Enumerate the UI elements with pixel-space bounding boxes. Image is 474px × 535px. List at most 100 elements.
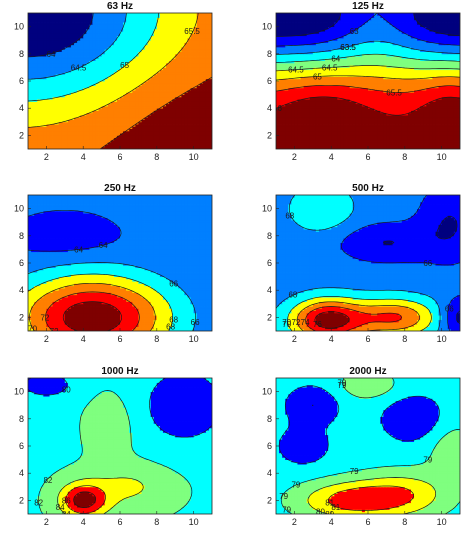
y-tick-label: 8 bbox=[267, 231, 272, 241]
contour-label: 68 bbox=[288, 291, 297, 300]
contour-label: 65 bbox=[120, 61, 129, 70]
y-tick-label: 10 bbox=[14, 22, 24, 32]
contour-label: 86 bbox=[62, 496, 71, 505]
chart-title: 63 Hz bbox=[107, 1, 133, 12]
chart-title: 125 Hz bbox=[352, 1, 384, 12]
contour-label: 68 bbox=[166, 323, 175, 332]
y-tick-label: 8 bbox=[267, 414, 272, 424]
contour-label: 80 bbox=[62, 385, 71, 394]
contour-label: 74 bbox=[301, 318, 310, 327]
contour-label: 64.5 bbox=[288, 66, 304, 75]
chart-title: 250 Hz bbox=[104, 183, 136, 194]
x-tick-label: 6 bbox=[365, 517, 370, 527]
y-tick-label: 2 bbox=[267, 312, 272, 322]
y-tick-label: 10 bbox=[262, 387, 272, 397]
contour-chart-svg: 63 Hz 64 64.5 65 65.5 2 4 6 8 10 2 4 6 8 10 bbox=[14, 1, 213, 162]
y-tick-label: 6 bbox=[267, 441, 272, 451]
chart-title: 500 Hz bbox=[352, 183, 384, 194]
contour-fill: 64 64.5 65 65.5 bbox=[28, 13, 212, 149]
y-tick-label: 4 bbox=[19, 468, 24, 478]
x-tick-label: 6 bbox=[117, 517, 122, 527]
contour-label: 65.5 bbox=[184, 27, 200, 36]
x-tick-label: 6 bbox=[365, 334, 370, 344]
contour-label: 81 bbox=[331, 503, 340, 512]
y-tick-label: 8 bbox=[19, 414, 24, 424]
y-tick-label: 2 bbox=[267, 130, 272, 140]
contour-label: 72 bbox=[291, 318, 300, 327]
x-tick-label: 2 bbox=[292, 334, 297, 344]
contour-label: 72 bbox=[40, 313, 49, 322]
contour-label: 80 bbox=[316, 508, 325, 517]
contour-label: 79 bbox=[337, 379, 346, 388]
contour-label: 79 bbox=[291, 481, 300, 490]
y-tick-label: 2 bbox=[19, 130, 24, 140]
contour-label: 66 bbox=[273, 104, 282, 113]
y-tick-label: 2 bbox=[19, 495, 24, 505]
x-tick-label: 2 bbox=[44, 334, 49, 344]
contour-label: 68 bbox=[169, 316, 178, 325]
x-tick-label: 6 bbox=[117, 152, 122, 162]
contour-label: 79 bbox=[423, 456, 432, 465]
y-tick-label: 6 bbox=[267, 258, 272, 268]
y-tick-label: 2 bbox=[19, 312, 24, 322]
contour-lines bbox=[28, 378, 212, 514]
x-tick-label: 4 bbox=[81, 334, 86, 344]
x-tick-label: 8 bbox=[154, 152, 159, 162]
contour-label: 79 bbox=[337, 381, 346, 390]
chart-title: 2000 Hz bbox=[349, 366, 386, 377]
x-tick-label: 2 bbox=[44, 517, 49, 527]
contour-lines bbox=[276, 195, 460, 331]
x-tick-label: 10 bbox=[437, 152, 447, 162]
y-tick-label: 10 bbox=[262, 22, 272, 32]
y-tick-label: 6 bbox=[19, 258, 24, 268]
contour-label: 64 bbox=[74, 245, 83, 254]
contour-label: 66 bbox=[191, 318, 200, 327]
contour-label: 79 bbox=[350, 467, 359, 476]
x-tick-label: 10 bbox=[437, 517, 447, 527]
contour-label: 70 bbox=[282, 318, 291, 327]
y-tick-label: 8 bbox=[19, 231, 24, 241]
x-tick-label: 4 bbox=[329, 152, 334, 162]
contour-lines bbox=[28, 209, 197, 331]
contour-label: 79 bbox=[282, 506, 291, 515]
y-tick-label: 4 bbox=[267, 285, 272, 295]
contour-panel-250hz: 250 Hz 64 64 66 68 70 72 72 68 66 2 4 6 8 10 2 4 6 8 10 bbox=[0, 182, 226, 350]
contour-label: 64.5 bbox=[71, 63, 87, 72]
x-tick-label: 2 bbox=[44, 152, 49, 162]
y-tick-label: 4 bbox=[19, 103, 24, 113]
contour-lines bbox=[278, 378, 460, 514]
y-tick-label: 6 bbox=[19, 76, 24, 86]
y-tick-label: 6 bbox=[267, 76, 272, 86]
x-tick-label: 10 bbox=[189, 152, 199, 162]
contour-lines bbox=[28, 13, 212, 149]
contour-label: 76 bbox=[313, 320, 322, 329]
x-tick-label: 6 bbox=[117, 334, 122, 344]
contour-label: 66 bbox=[445, 304, 454, 313]
y-tick-label: 4 bbox=[19, 285, 24, 295]
y-tick-label: 2 bbox=[267, 495, 272, 505]
x-tick-label: 6 bbox=[365, 152, 370, 162]
contour-label: 68 bbox=[285, 211, 294, 220]
contour-label: 64.5 bbox=[322, 63, 338, 72]
x-tick-label: 2 bbox=[292, 152, 297, 162]
y-tick-label: 8 bbox=[267, 49, 272, 59]
y-tick-label: 4 bbox=[267, 103, 272, 113]
x-tick-label: 2 bbox=[292, 517, 297, 527]
x-tick-label: 4 bbox=[81, 152, 86, 162]
contour-panel-2000hz: 2000 Hz 79 79 79 79 79 81 81 80 80 79 79 2 4 6 8 10 2 4 6 8 1… bbox=[248, 365, 474, 533]
contour-label: 63.5 bbox=[340, 43, 356, 52]
contour-label: 64 bbox=[99, 241, 108, 250]
x-tick-label: 8 bbox=[154, 517, 159, 527]
y-tick-label: 6 bbox=[19, 441, 24, 451]
contour-label: 84 bbox=[62, 510, 71, 519]
contour-label: 63 bbox=[350, 27, 359, 36]
contour-lines bbox=[276, 13, 460, 116]
contour-label: 66 bbox=[169, 279, 178, 288]
y-tick-label: 10 bbox=[14, 387, 24, 397]
contour-label: 64 bbox=[47, 50, 56, 59]
